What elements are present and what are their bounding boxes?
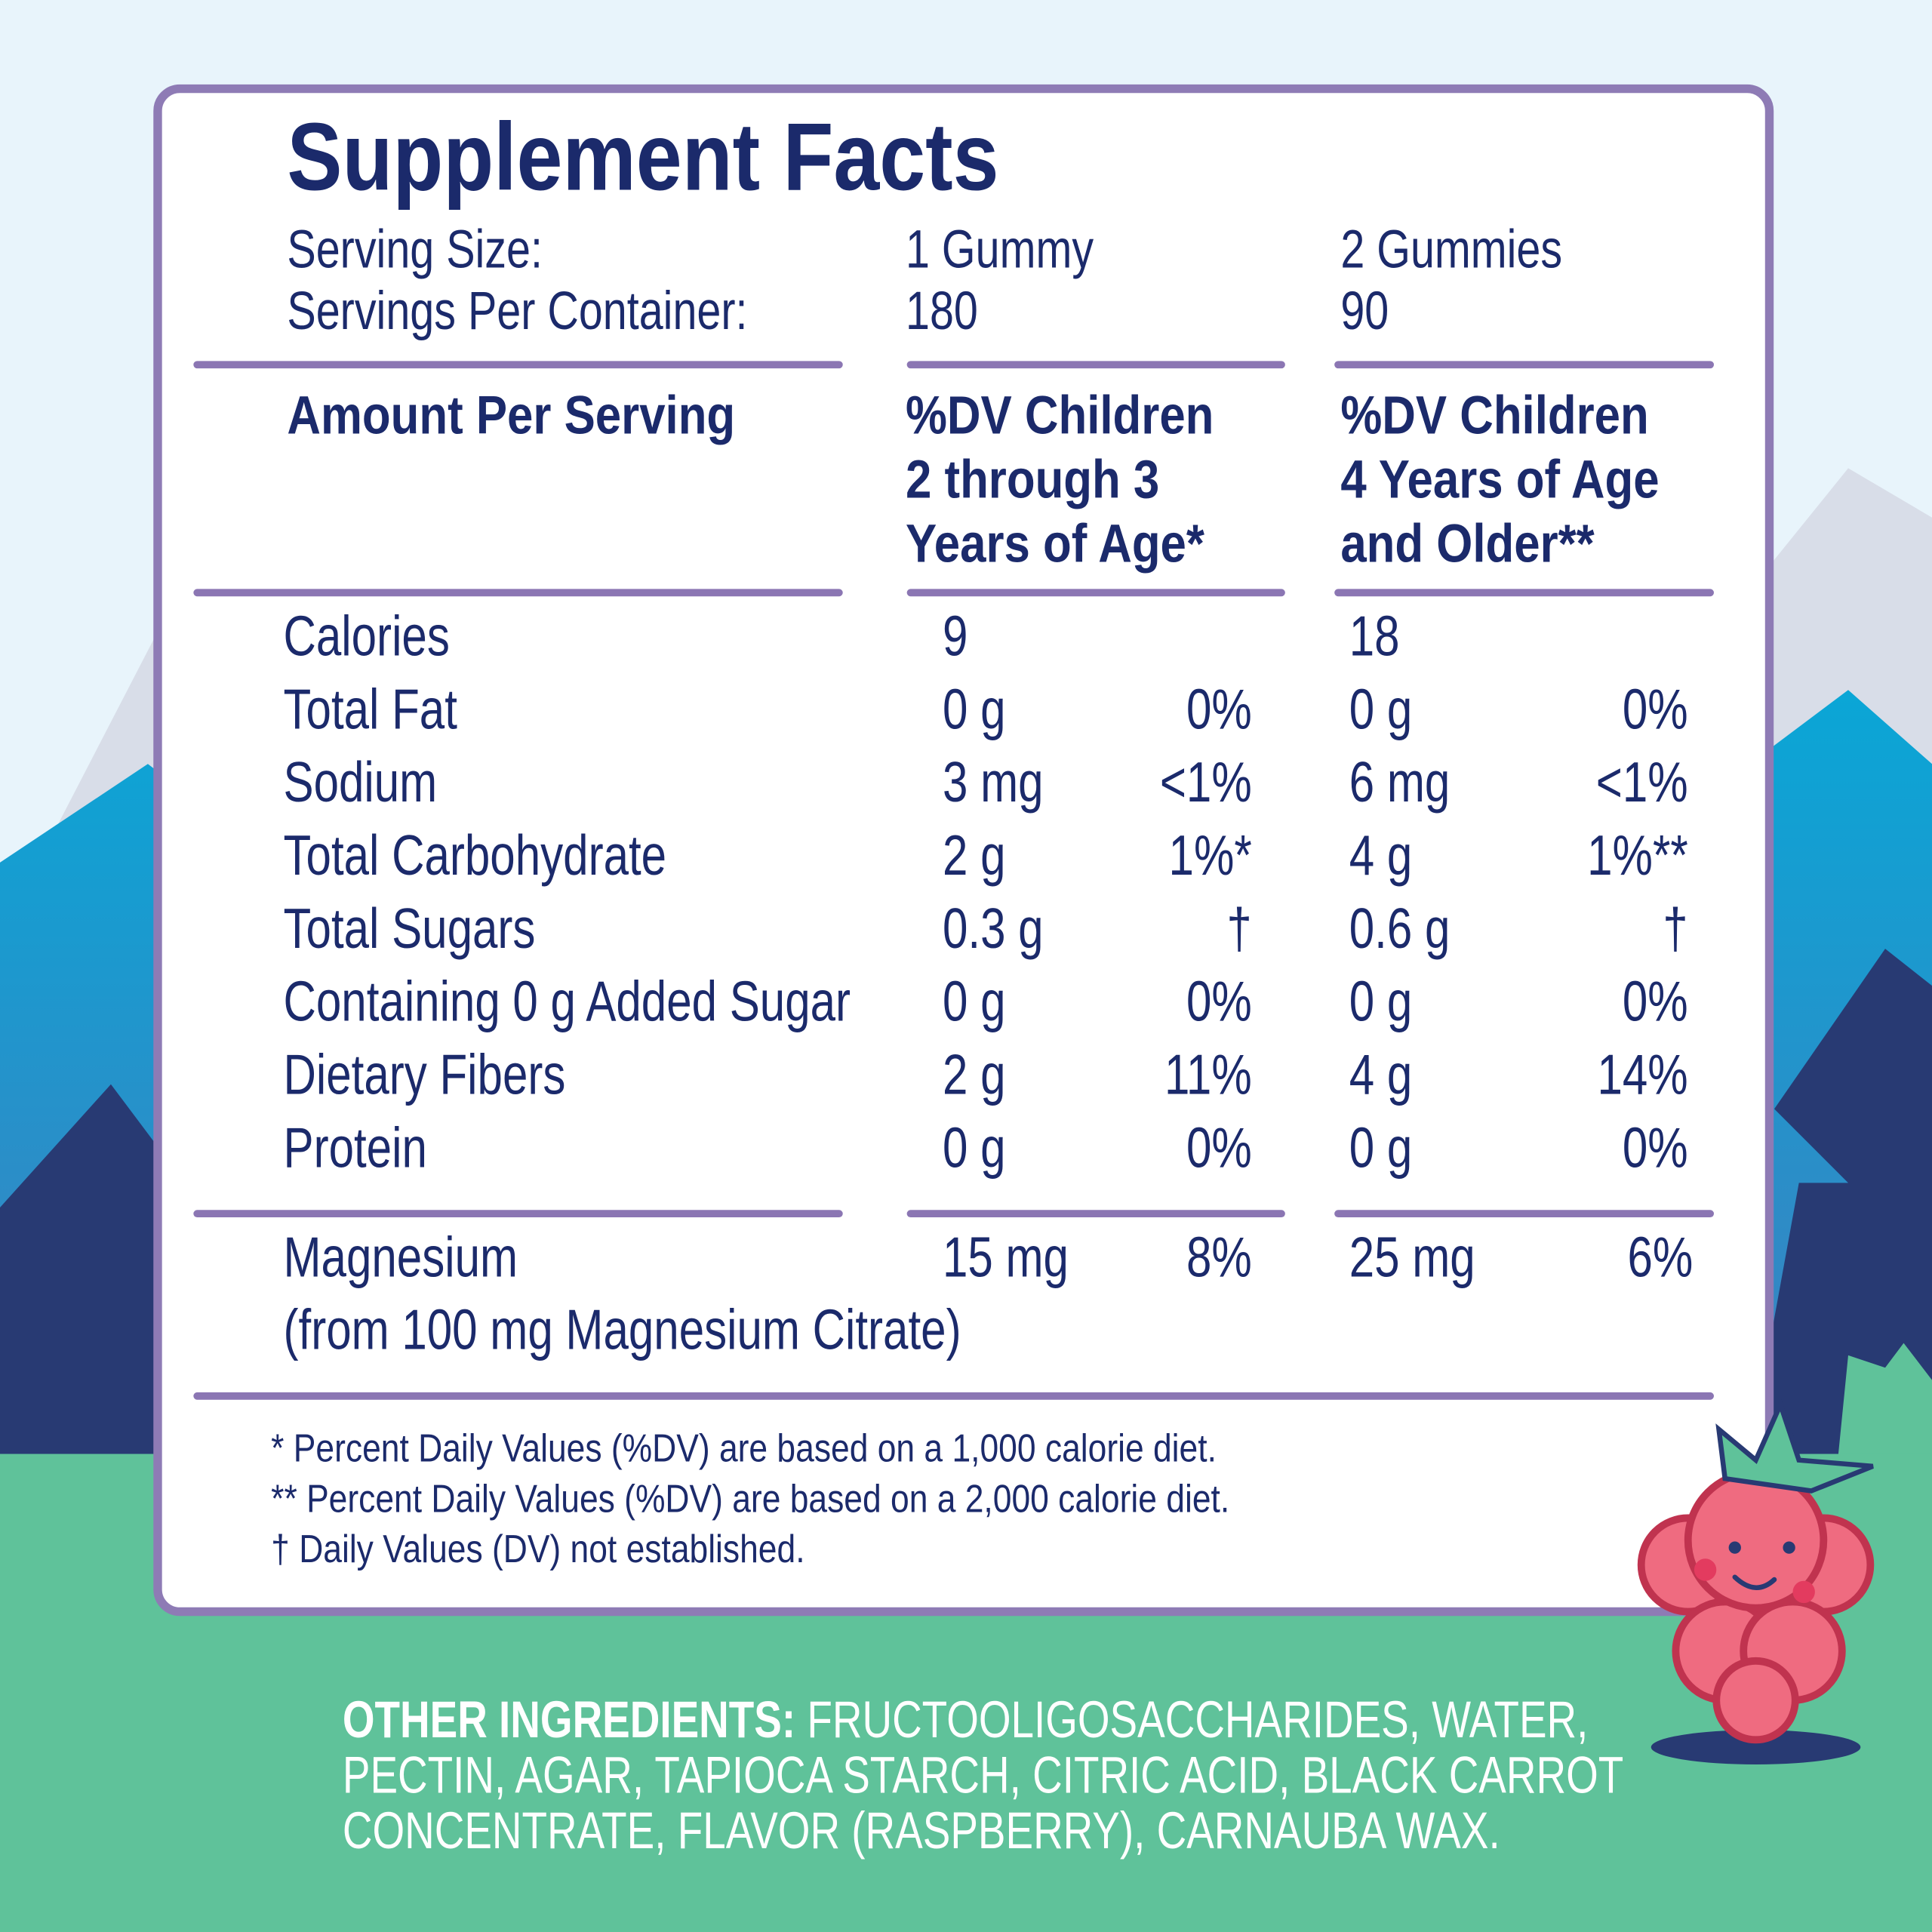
daily-value: 0% <box>1623 678 1688 741</box>
nutrient-name: Total Fat <box>284 678 457 741</box>
nutrient-name: Magnesium <box>284 1226 518 1289</box>
header-dv: 2 through 3 <box>906 449 1159 509</box>
header-dv: 4 Years of Age <box>1340 449 1659 509</box>
daily-value: 1%** <box>1587 824 1688 888</box>
header-amount: Amount Per Serving <box>287 385 735 445</box>
amount: 18 <box>1349 605 1400 668</box>
ingredients-label: OTHER INGREDIENTS: FRUCTOOLIGOSACCHARIDE… <box>343 1691 1588 1749</box>
footnote: * Percent Daily Values (%DV) are based o… <box>271 1426 1217 1470</box>
daily-value: 1%* <box>1169 824 1252 888</box>
daily-value: 0% <box>1623 970 1688 1033</box>
daily-value: 11% <box>1164 1043 1252 1106</box>
footnote: † Daily Values (DV) not established. <box>271 1527 804 1571</box>
nutrient-name: Dietary Fibers <box>284 1043 566 1106</box>
ingredients-line: PECTIN, AGAR, TAPIOCA STARCH, CITRIC ACI… <box>343 1747 1623 1804</box>
daily-value: <1% <box>1160 751 1252 814</box>
facts-card <box>153 84 1774 1617</box>
amount: 2 g <box>943 1043 1006 1106</box>
amount: 0 g <box>943 678 1006 741</box>
daily-value: 6% <box>1627 1226 1693 1289</box>
daily-value: <1% <box>1596 751 1688 814</box>
nutrient-name: Calories <box>284 605 450 668</box>
serving-size: 1 Gummy <box>906 218 1094 279</box>
servings-label: Servings Per Container: <box>287 280 747 341</box>
header-dv: and Older** <box>1340 513 1594 574</box>
serving-size-label: Serving Size: <box>287 218 543 279</box>
daily-value: 0% <box>1186 678 1252 741</box>
nutrient-name: Total Carbohydrate <box>284 824 667 888</box>
amount: 15 mg <box>943 1226 1069 1289</box>
daily-value: 14% <box>1597 1043 1687 1106</box>
amount: 9 <box>943 605 968 668</box>
daily-value: † <box>1226 897 1251 960</box>
amount: 0.6 g <box>1349 897 1451 960</box>
daily-value: 0% <box>1186 1116 1252 1180</box>
amount: 6 mg <box>1349 751 1451 814</box>
nutrient-source: (from 100 mg Magnesium Citrate) <box>284 1298 961 1361</box>
amount: 0.3 g <box>943 897 1044 960</box>
amount: 4 g <box>1349 824 1413 888</box>
amount: 0 g <box>943 1116 1006 1180</box>
daily-value: 8% <box>1186 1226 1252 1289</box>
dividers <box>193 361 1715 1400</box>
amount: 0 g <box>1349 678 1413 741</box>
raspberry-mascot <box>1637 1398 1875 1764</box>
amount: 4 g <box>1349 1043 1413 1106</box>
amount: 2 g <box>943 824 1006 888</box>
header-dv: %DV Children <box>906 385 1214 445</box>
amount: 0 g <box>1349 1116 1413 1180</box>
daily-value: † <box>1663 897 1687 960</box>
serving-size: 2 Gummies <box>1340 218 1562 279</box>
header-dv: Years of Age* <box>906 513 1204 574</box>
amount: 0 g <box>1349 970 1413 1033</box>
title: Supplement Facts <box>287 103 998 211</box>
header-dv: %DV Children <box>1340 385 1648 445</box>
footnote: ** Percent Daily Values (%DV) are based … <box>271 1477 1229 1521</box>
nutrient-name: Sodium <box>284 751 438 814</box>
daily-value: 0% <box>1186 970 1252 1033</box>
nutrient-name: Protein <box>284 1116 427 1180</box>
nutrient-name: Total Sugars <box>284 897 536 960</box>
daily-value: 0% <box>1623 1116 1688 1180</box>
servings-per-container: 90 <box>1340 280 1389 341</box>
grass <box>1835 1343 1932 1479</box>
ingredients-line: CONCENTRATE, FLAVOR (RASPBERRY), CARNAUB… <box>343 1802 1500 1860</box>
amount: 3 mg <box>943 751 1044 814</box>
amount: 25 mg <box>1349 1226 1475 1289</box>
nutrient-name: Containing 0 g Added Sugar <box>284 970 851 1033</box>
ingredients-line: FRUCTOOLIGOSACCHARIDES, WATER, <box>795 1691 1588 1749</box>
servings-per-container: 180 <box>906 280 978 341</box>
amount: 0 g <box>943 970 1006 1033</box>
